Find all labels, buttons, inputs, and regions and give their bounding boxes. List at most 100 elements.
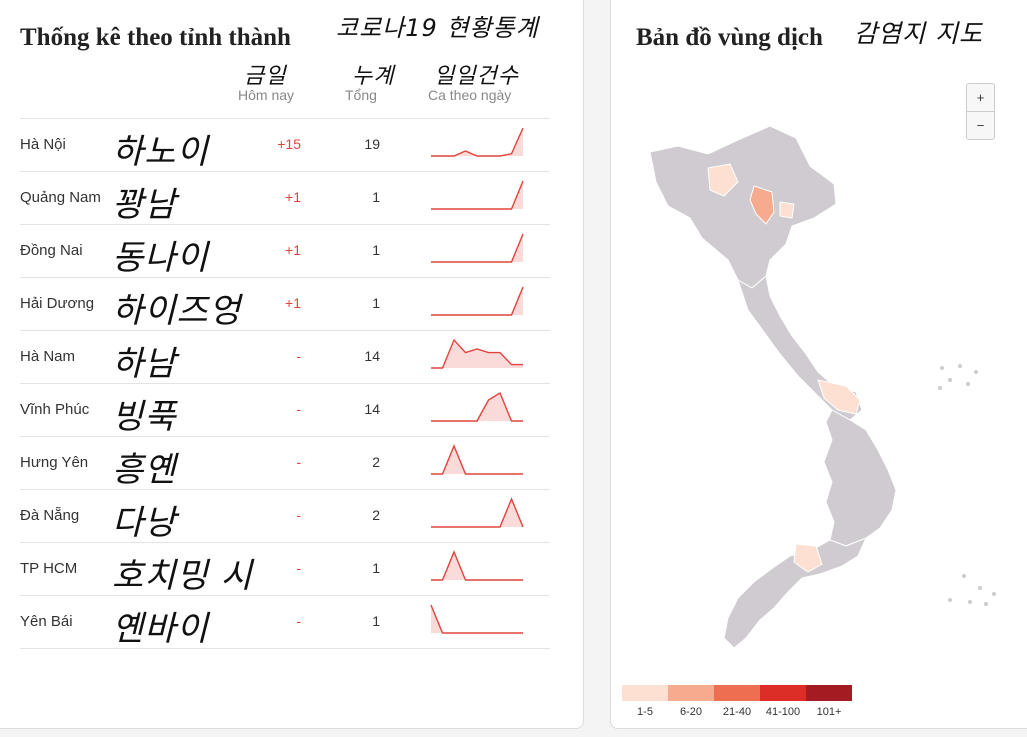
sparkline-line [431, 286, 524, 316]
outbreak-map-title: Bản đồ vùng dịch [636, 24, 823, 51]
legend-swatch [714, 685, 760, 701]
sparkline-area [431, 499, 523, 527]
total-count: 19 [364, 136, 380, 152]
province-name-korean: 하남 [112, 344, 177, 384]
province-name: Quảng Nam [20, 189, 101, 206]
table-divider [20, 330, 550, 331]
table-row[interactable]: Hà Nam 하남 - 14 [20, 330, 550, 384]
table-row[interactable]: TP HCM 호치밍 시 - 1 [20, 542, 550, 596]
table-divider [20, 489, 550, 490]
table-row[interactable]: Hà Nội 하노이 +15 19 [20, 118, 550, 172]
legend-swatch [622, 685, 668, 701]
province-name: Đồng Nai [20, 242, 83, 259]
province-name: Hà Nam [20, 348, 76, 365]
handwritten-map-title: 감염지 지도 [854, 19, 983, 48]
province-regions [649, 125, 897, 649]
table-divider [20, 277, 550, 278]
province-name-korean: 하이즈엉 [112, 291, 242, 331]
total-count: 1 [372, 613, 380, 629]
daily-column-header: Ca theo ngày [428, 87, 512, 103]
today-count: +1 [285, 295, 301, 311]
sparkline-line [431, 180, 524, 210]
sparkline-area [431, 552, 523, 580]
sparkline-line [431, 127, 524, 157]
total-count: 2 [372, 454, 380, 470]
sparkline-area [431, 446, 523, 474]
total-count: 2 [372, 507, 380, 523]
daily-trend-sparkline [431, 233, 524, 263]
legend-item: 41-100 [760, 685, 806, 718]
legend-label: 6-20 [679, 706, 703, 718]
sparkline-area [431, 393, 523, 421]
today-count: +15 [277, 136, 301, 152]
table-divider [20, 383, 550, 384]
daily-trend-sparkline [431, 127, 524, 157]
total-count: 1 [372, 295, 380, 311]
today-count: - [296, 560, 301, 576]
legend-swatch [668, 685, 714, 701]
table-row[interactable]: Hưng Yên 흥옌 - 2 [20, 436, 550, 490]
province-name: Yên Bái [20, 613, 73, 630]
sparkline-area [431, 234, 523, 262]
outbreak-map-card [610, 0, 1027, 729]
legend-swatch [806, 685, 852, 701]
table-divider [20, 171, 550, 172]
central-highlands-region [823, 409, 897, 547]
province-name-korean: 꽝남 [112, 185, 177, 225]
legend-label: 21-40 [722, 706, 752, 718]
sparkline-area [431, 181, 523, 209]
province-name-korean: 다낭 [112, 503, 177, 543]
sparkline-line [431, 550, 523, 581]
daily-trend-sparkline [431, 338, 523, 369]
today-count: +1 [285, 242, 301, 258]
sparkline-area [431, 128, 523, 156]
sparkline-area [431, 287, 523, 315]
table-divider [20, 436, 550, 437]
vietnam-map[interactable] [620, 110, 1020, 670]
table-row[interactable]: Quảng Nam 꽝남 +1 1 [20, 171, 550, 225]
province-name-korean: 동나이 [112, 238, 209, 278]
legend-label: 1-5 [637, 706, 653, 718]
table-divider [20, 542, 550, 543]
daily-column-handwritten: 일일건수 [434, 64, 519, 89]
legend-item: 101+ [806, 685, 852, 718]
legend-item: 21-40 [714, 685, 760, 718]
province-name-korean: 빙푹 [112, 397, 177, 437]
province-name: Hưng Yên [20, 454, 89, 471]
sparkline-line [431, 233, 524, 263]
table-row[interactable]: Vĩnh Phúc 빙푹 - 14 [20, 383, 550, 437]
northern-region [649, 125, 837, 289]
sparkline-area [431, 605, 523, 633]
total-count: 1 [372, 560, 380, 576]
today-column-handwritten: 금일 [244, 64, 287, 89]
legend-label: 41-100 [765, 706, 801, 718]
today-count: +1 [285, 189, 301, 205]
province-name-korean: 호치밍 시 [112, 556, 253, 596]
sparkline-line [431, 444, 523, 475]
yen-bai-area [707, 163, 739, 197]
hanoi-area [749, 185, 775, 225]
sparkline-area [431, 340, 523, 368]
daily-trend-sparkline [431, 391, 523, 422]
zoom-in-button[interactable]: + [967, 84, 994, 112]
province-name: Đà Nẵng [20, 507, 80, 524]
daily-trend-sparkline [431, 497, 524, 528]
table-row[interactable]: Đà Nẵng 다낭 - 2 [20, 489, 550, 543]
today-column-header: Hôm nay [238, 87, 295, 103]
table-row[interactable]: Đồng Nai 동나이 +1 1 [20, 224, 550, 278]
daily-trend-sparkline [431, 286, 524, 316]
table-row[interactable]: Hải Dương 하이즈엉 +1 1 [20, 277, 550, 331]
southern-region [723, 537, 867, 649]
province-name-korean: 옌바이 [112, 609, 209, 649]
today-count: - [296, 454, 301, 470]
today-count: - [296, 613, 301, 629]
legend-swatch [760, 685, 806, 701]
today-count: - [296, 401, 301, 417]
total-count: 1 [372, 242, 380, 258]
total-column-header: Tổng [345, 87, 377, 103]
zoom-out-button[interactable]: − [976, 118, 985, 133]
handwritten-stats-title: 코로나19 현황통계 [336, 14, 539, 42]
total-column-handwritten: 누계 [352, 64, 395, 89]
legend-label: 101+ [816, 706, 842, 718]
table-row[interactable]: Yên Bái 옌바이 - 1 [20, 595, 550, 649]
